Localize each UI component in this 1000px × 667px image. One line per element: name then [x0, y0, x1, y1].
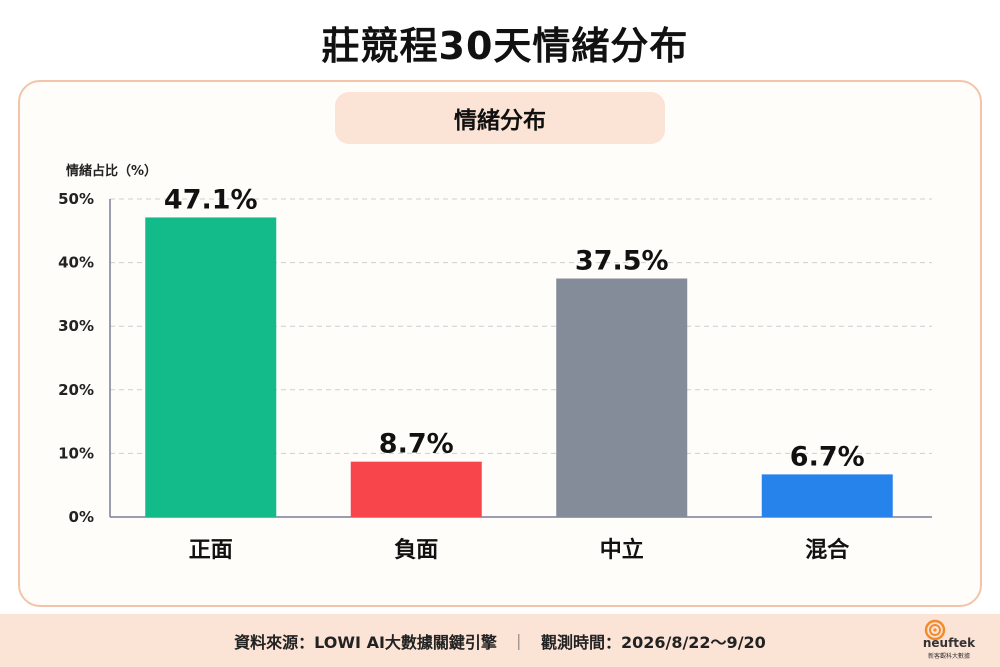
bar	[350, 461, 482, 517]
y-axis-label: 情緒占比（%）	[66, 164, 158, 179]
bar	[761, 474, 893, 517]
footer-text: 資料來源：LOWI AI大數據關鍵引擎 ｜ 觀測時間：2026/8/22～9/2…	[0, 614, 1000, 667]
logo-tagline: 新客觀科大數據	[927, 653, 970, 660]
category-label: 混合	[805, 537, 850, 563]
category-label: 中立	[600, 537, 644, 563]
y-tick-label: 30%	[58, 317, 94, 335]
chart-title-pill: 情緒分布	[335, 92, 665, 144]
page-title: 莊競程30天情緒分布	[321, 23, 689, 68]
y-tick-label: 20%	[58, 381, 94, 399]
category-label: 負面	[394, 537, 438, 563]
bar-value-label: 47.1%	[164, 184, 258, 215]
title-bar: 莊競程30天情緒分布	[162, 10, 848, 74]
y-tick-label: 0%	[69, 508, 94, 526]
bar	[145, 217, 277, 517]
footer-bar: 資料來源：LOWI AI大數據關鍵引擎 ｜ 觀測時間：2026/8/22～9/2…	[0, 614, 1000, 667]
logo-name: neuftek	[922, 636, 976, 650]
footer-separator: ｜	[510, 632, 527, 652]
category-label: 正面	[189, 538, 233, 563]
bar-chart: 0% 10% 20% 30% 40% 50% 47.1% 正面 8.7% 負面 37.5% 中立 6.7…	[58, 184, 932, 563]
brand-logo: neuftek 新客觀科大數據	[918, 618, 980, 662]
footer-period: 觀測時間：2026/8/22～9/20	[540, 632, 766, 652]
footer-source: 資料來源：LOWI AI大數據關鍵引擎	[234, 632, 497, 652]
bar-value-label: 37.5%	[575, 246, 669, 277]
chart-title: 情緒分布	[454, 108, 546, 134]
y-tick-label: 10%	[58, 444, 94, 462]
bar	[556, 278, 688, 517]
bar-value-label: 8.7%	[379, 429, 454, 460]
y-tick-label: 40%	[58, 254, 94, 272]
bar-value-label: 6.7%	[790, 441, 865, 472]
logo-spiral-icon	[924, 619, 946, 641]
y-tick-label: 50%	[58, 190, 94, 208]
